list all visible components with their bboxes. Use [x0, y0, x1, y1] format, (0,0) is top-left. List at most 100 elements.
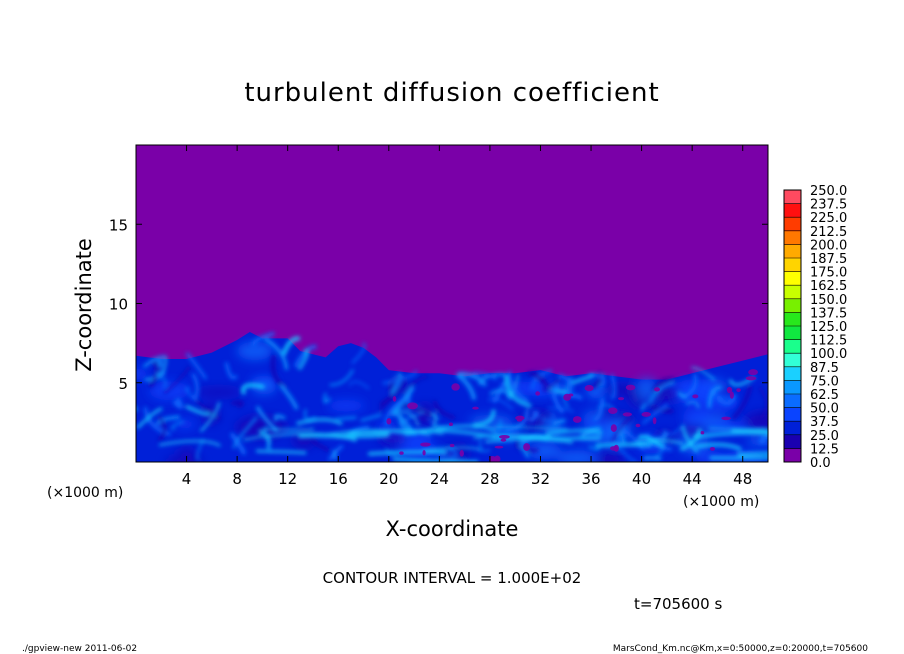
- filament: [571, 373, 595, 385]
- pocket: [622, 412, 632, 417]
- chart-title: turbulent diffusion coefficient: [244, 78, 659, 108]
- filament: [194, 398, 221, 421]
- filament: [433, 400, 456, 420]
- filament: [155, 370, 166, 377]
- colorbar-swatch: [784, 285, 801, 300]
- pocket: [399, 451, 404, 455]
- filament: [580, 426, 602, 438]
- pocket: [654, 387, 661, 392]
- filament: [329, 369, 354, 387]
- filament: [255, 405, 278, 432]
- colorbar-label: 137.5: [810, 306, 847, 321]
- eddy: [236, 341, 274, 361]
- filament: [382, 375, 398, 385]
- filament: [478, 372, 506, 386]
- y-tick-label: 15: [109, 216, 128, 234]
- x-tick-label: 40: [632, 470, 651, 488]
- filament: [231, 400, 244, 408]
- pocket: [459, 450, 464, 457]
- filament: [448, 447, 458, 460]
- pocket: [494, 445, 504, 449]
- filament: [398, 370, 418, 381]
- streak: [693, 431, 768, 439]
- filament: [264, 426, 272, 451]
- filament: [335, 416, 357, 421]
- filament: [281, 336, 301, 356]
- filament: [136, 407, 163, 429]
- filament: [232, 416, 258, 449]
- streak: [325, 429, 407, 436]
- filament: [264, 338, 289, 371]
- eddy: [597, 451, 624, 462]
- pocket: [584, 384, 594, 392]
- colorbar-swatch: [784, 217, 801, 232]
- filament: [136, 407, 138, 411]
- eddy: [556, 450, 598, 462]
- filament: [611, 416, 632, 443]
- streak: [367, 450, 447, 456]
- colorbar-label: 37.5: [810, 415, 839, 430]
- filament: [200, 401, 221, 432]
- filament: [504, 374, 532, 408]
- pocket: [420, 442, 431, 447]
- x-tick-label: 24: [430, 470, 449, 488]
- x-tick-label: 28: [480, 470, 499, 488]
- pocket: [618, 397, 625, 401]
- pocket: [563, 393, 572, 401]
- filament: [401, 375, 429, 394]
- filament: [650, 404, 674, 414]
- pocket: [407, 402, 418, 410]
- plot-area: [135, 144, 769, 463]
- colorbar: 0.012.525.037.550.062.575.087.5100.0112.…: [783, 184, 847, 471]
- pocket: [488, 455, 496, 462]
- filament: [384, 398, 404, 427]
- colorbar-label: 125.0: [810, 320, 847, 335]
- colorbar-swatch: [784, 366, 801, 381]
- colorbar-swatch: [784, 244, 801, 259]
- colorbar-label: 187.5: [810, 252, 847, 267]
- eddy: [194, 387, 243, 397]
- x-unit-right: (×1000 m): [683, 494, 759, 510]
- colorbar-swatch: [784, 380, 801, 395]
- streak: [695, 442, 742, 451]
- streak: [492, 426, 568, 431]
- filament: [311, 438, 330, 452]
- streak: [545, 429, 603, 435]
- colorbar-label: 87.5: [810, 361, 839, 376]
- streak: [158, 439, 221, 447]
- pocket: [451, 383, 460, 391]
- x-tick-label: 32: [531, 470, 550, 488]
- filament: [528, 410, 540, 423]
- quiet-pockets: [386, 369, 758, 462]
- pocket: [736, 388, 741, 393]
- pocket: [729, 391, 734, 399]
- colorbar-label: 62.5: [810, 388, 839, 403]
- filament: [156, 415, 180, 426]
- colorbar-swatch: [784, 326, 801, 340]
- filament: [716, 393, 737, 406]
- filament: [243, 433, 263, 441]
- pocket: [745, 376, 757, 381]
- x-tick-label: 36: [581, 470, 600, 488]
- x-tick-label: 4: [182, 470, 192, 488]
- filament: [298, 349, 309, 370]
- filament: [518, 443, 530, 458]
- pocket: [392, 396, 397, 402]
- filament: [390, 386, 415, 417]
- filament: [547, 407, 575, 413]
- streak: [335, 432, 390, 439]
- filament: [558, 374, 573, 397]
- filament: [540, 411, 555, 423]
- filament: [323, 392, 331, 404]
- filament: [479, 438, 491, 453]
- x-tick-label: 8: [232, 470, 242, 488]
- filament: [541, 379, 560, 392]
- pocket: [500, 438, 507, 442]
- x-tick-label: 12: [278, 470, 297, 488]
- colorbar-swatch: [784, 434, 801, 449]
- eddy: [177, 447, 197, 457]
- x-tick-label: 48: [733, 470, 752, 488]
- pocket: [641, 412, 652, 417]
- eddy: [148, 380, 190, 401]
- filament: [488, 397, 514, 410]
